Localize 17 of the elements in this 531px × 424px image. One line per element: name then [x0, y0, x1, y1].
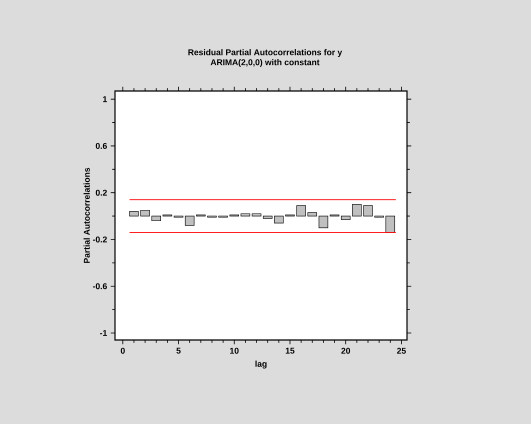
y-tick-label: -0.2: [92, 236, 107, 242]
x-tick-label: 15: [286, 348, 294, 354]
x-tick-label: 0: [120, 348, 125, 354]
x-tick-label: 10: [230, 348, 239, 354]
y-tick-label: 0.2: [96, 190, 107, 196]
x-axis-title: lag: [255, 360, 267, 369]
chart-subtitle: ARIMA(2,0,0) with constant: [210, 59, 320, 67]
bar: [129, 211, 139, 216]
y-tick-label: 1: [103, 96, 107, 102]
y-axis-title: Partial Autocorrelations: [84, 168, 90, 263]
x-tick-label: 25: [397, 348, 406, 354]
y-tick-label: -0.6: [92, 283, 107, 290]
x-tick-label: 5: [176, 348, 181, 354]
y-tick-label: 0.6: [96, 142, 107, 149]
chart-title: Residual Partial Autocorrelations for y: [188, 49, 342, 57]
x-tick-label: 20: [341, 348, 350, 354]
y-tick-label: -1: [100, 330, 107, 336]
